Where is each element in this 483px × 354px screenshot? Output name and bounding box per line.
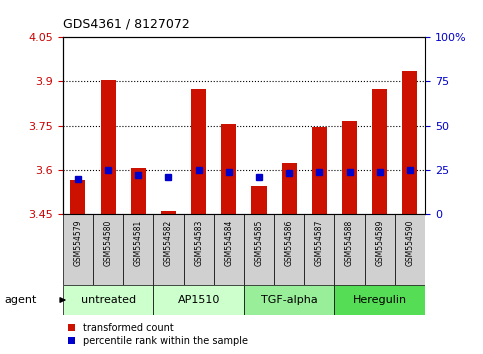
Bar <box>191 89 206 214</box>
Bar <box>244 285 334 315</box>
Bar <box>161 211 176 214</box>
Bar <box>282 162 297 214</box>
Text: agent: agent <box>5 295 37 305</box>
Bar <box>71 180 85 214</box>
Bar <box>154 285 244 315</box>
Bar <box>123 214 154 285</box>
Text: GSM554584: GSM554584 <box>224 220 233 266</box>
Text: GSM554588: GSM554588 <box>345 220 354 266</box>
Text: TGF-alpha: TGF-alpha <box>261 295 317 305</box>
Bar <box>221 124 236 214</box>
Text: GSM554581: GSM554581 <box>134 220 143 266</box>
Bar <box>184 214 213 285</box>
Bar <box>334 285 425 315</box>
Bar <box>334 214 365 285</box>
Bar <box>402 71 417 214</box>
Bar <box>63 214 93 285</box>
Bar <box>365 214 395 285</box>
Bar <box>252 186 267 214</box>
Bar <box>244 214 274 285</box>
Text: GSM554583: GSM554583 <box>194 220 203 266</box>
Legend: transformed count, percentile rank within the sample: transformed count, percentile rank withi… <box>68 323 248 346</box>
Bar <box>372 89 387 214</box>
Text: GSM554582: GSM554582 <box>164 220 173 266</box>
Bar <box>63 285 154 315</box>
Bar <box>395 214 425 285</box>
Text: GSM554589: GSM554589 <box>375 220 384 266</box>
Bar <box>93 214 123 285</box>
Text: GSM554586: GSM554586 <box>284 220 294 266</box>
Bar <box>131 168 146 214</box>
Bar <box>154 214 184 285</box>
Text: GSM554590: GSM554590 <box>405 220 414 266</box>
Bar <box>274 214 304 285</box>
Text: AP1510: AP1510 <box>177 295 220 305</box>
Text: GSM554579: GSM554579 <box>73 220 83 266</box>
Bar <box>100 80 115 214</box>
Text: GSM554585: GSM554585 <box>255 220 264 266</box>
Bar <box>342 121 357 214</box>
Text: untreated: untreated <box>81 295 136 305</box>
Text: GSM554580: GSM554580 <box>103 220 113 266</box>
Bar <box>213 214 244 285</box>
Text: Heregulin: Heregulin <box>353 295 407 305</box>
Text: GDS4361 / 8127072: GDS4361 / 8127072 <box>63 17 189 30</box>
Bar <box>304 214 334 285</box>
Bar <box>312 127 327 214</box>
Text: GSM554587: GSM554587 <box>315 220 324 266</box>
